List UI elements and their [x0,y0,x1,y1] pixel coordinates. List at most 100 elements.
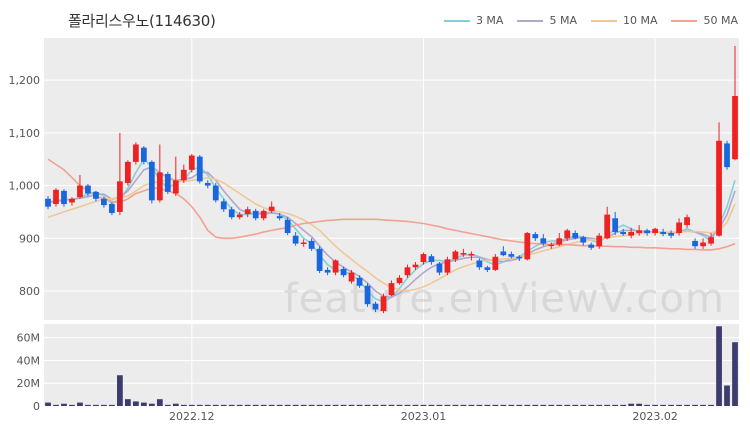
candle [460,248,467,257]
candle [268,201,275,213]
volume-bar [556,404,563,406]
candle [508,251,515,259]
candle-body [460,253,467,255]
candle-body [252,210,259,219]
candle-body [172,180,179,194]
candlesticks [45,45,738,314]
price-tick-label: 1,100 [9,127,41,140]
candle [388,280,395,297]
volume-bar [524,404,531,406]
candle-body [692,240,698,247]
candle-body [156,172,163,201]
candle [284,217,291,236]
volume-bar [388,404,395,406]
candle [260,209,267,221]
candle-body [452,251,459,260]
candle [340,266,347,278]
volume-bar [180,404,187,406]
candle-body [228,209,235,218]
candle [172,156,179,197]
candle-body [516,256,523,259]
candle [45,196,51,210]
candle [244,206,251,218]
candle [212,182,219,203]
candle [93,190,99,202]
volume-bar [356,404,363,406]
candle [444,256,451,276]
candle [540,234,547,246]
volume-bar [117,375,123,406]
candle-body [524,233,531,260]
candle-body [420,254,427,263]
volume-bar [644,404,651,406]
volume-bar [316,404,323,406]
candle [140,146,147,165]
candle-body [548,244,555,247]
volume-bar [460,404,467,406]
candle [548,242,555,249]
volume-bar [580,404,587,406]
candle [708,233,714,246]
volume-bar [109,404,115,406]
volume-bar [476,404,483,406]
candle-body [404,267,411,276]
candle-body [45,198,51,207]
volume-bar [188,404,195,406]
candle [436,262,443,276]
chart-title: 폴라리스우노(114630) [68,12,216,30]
candle [236,211,243,220]
volume-bar [85,404,91,406]
volume-bar [612,404,619,406]
legend: 3 MA 5 MA 10 MA 50 MA [443,14,738,27]
candle [716,122,722,237]
candle-body [308,240,315,249]
volume-bar [204,404,211,406]
legend-swatch-5ma [517,19,544,22]
candle [516,255,523,261]
candle [500,246,507,257]
volume-bar [45,402,51,406]
candle-body [196,156,203,182]
candle [468,251,475,261]
price-tick-label: 1,200 [9,74,41,87]
candle-body [332,260,339,273]
candle [724,140,730,170]
candle [676,218,682,236]
candle-body [588,244,595,248]
volume-bar [140,402,147,406]
volume-bar [676,404,682,406]
candle [636,225,643,236]
candle [380,293,387,314]
candle [588,242,595,250]
candle-body [620,231,627,235]
price-tick-label: 900 [19,232,40,245]
candle-body [508,254,515,257]
candle-body [53,189,59,205]
volume-bar [69,404,75,406]
candle-body [484,267,491,270]
volume-bar [452,404,459,406]
candle-body [644,230,651,234]
volume-bar [228,404,235,406]
candle [668,230,674,239]
candle-body [77,185,83,198]
candle-body [396,277,403,284]
volume-bar [276,404,283,406]
candle-body [101,198,107,206]
candle [292,231,299,246]
candle-body [164,173,171,192]
candle-body [532,234,539,239]
candle-body [212,185,219,201]
volume-bar [412,404,419,406]
candle-body [204,182,211,186]
legend-label-50ma: 50 MA [703,14,738,27]
candle-body [628,231,635,236]
volume-bar [372,404,379,406]
candle-body [444,259,451,273]
candle-body [85,185,91,194]
volume-bar [404,404,411,406]
volume-bar [164,404,171,406]
legend-label-10ma: 10 MA [622,14,658,27]
candle [228,206,235,220]
volume-bar [61,403,67,406]
